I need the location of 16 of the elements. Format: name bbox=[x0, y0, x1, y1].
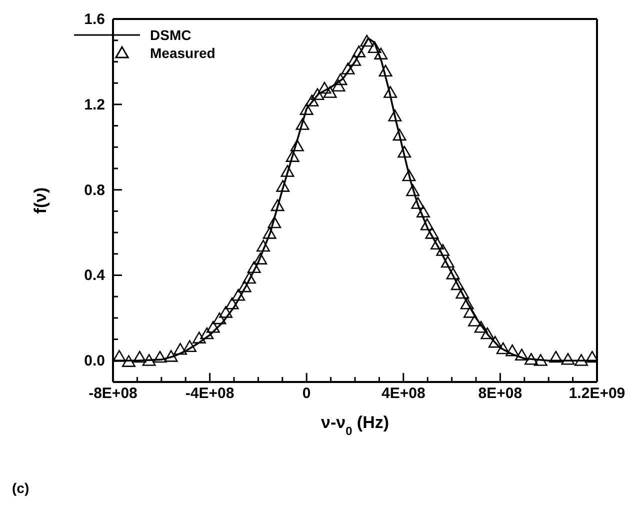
y-tick-label: 0.4 bbox=[84, 267, 106, 284]
x-tick-label: 0 bbox=[302, 385, 311, 402]
y-axis-title: f(ν) bbox=[31, 187, 50, 214]
x-tick-label: 8E+08 bbox=[478, 385, 522, 402]
y-tick-label: 1.6 bbox=[84, 11, 105, 28]
y-tick-label: 1.2 bbox=[84, 96, 105, 114]
x-tick-label: -8E+08 bbox=[88, 385, 138, 402]
legend-label: DSMC bbox=[150, 27, 192, 43]
x-tick-label: 4E+08 bbox=[382, 385, 426, 402]
text: (c) bbox=[12, 480, 30, 496]
x-tick-label: -4E+08 bbox=[185, 385, 234, 402]
legend-label: Measured bbox=[150, 45, 216, 61]
y-tick-label: 0.8 bbox=[84, 182, 105, 199]
x-axis-title: ν-ν$_{0}$ (Hz) bbox=[320, 413, 390, 438]
x-tick-label: 1.2E+09 bbox=[568, 385, 626, 402]
y-tick-label: 0.0 bbox=[84, 352, 105, 370]
